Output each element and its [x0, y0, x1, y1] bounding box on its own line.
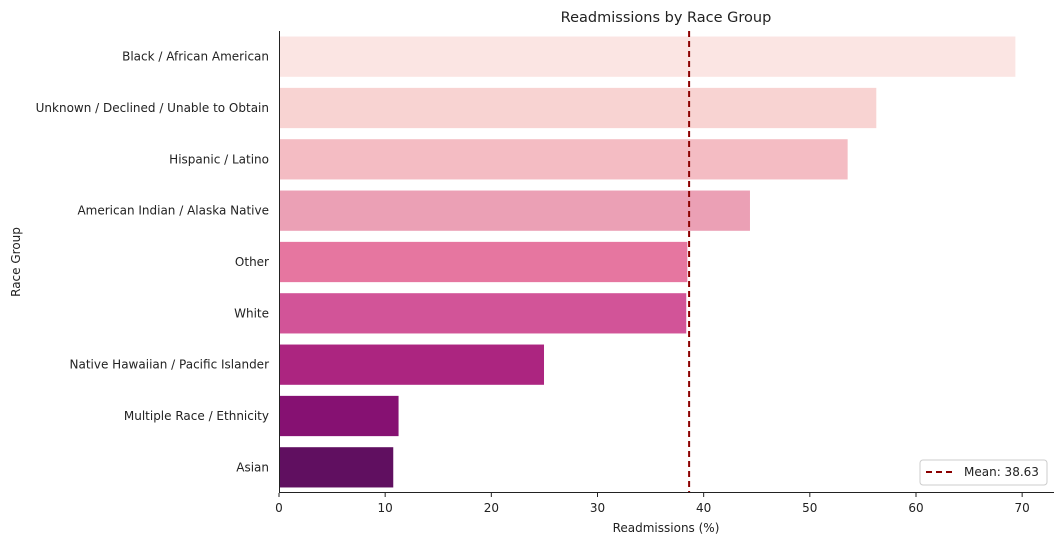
- y-tick-label: American Indian / Alaska Native: [77, 204, 269, 218]
- bar: [278, 35, 1017, 78]
- y-tick-labels: Black / African American Unknown / Declin…: [36, 50, 269, 475]
- x-tick-label: 50: [802, 501, 817, 515]
- legend-mean-label: Mean: 38.63: [964, 465, 1039, 479]
- x-tick-label: 60: [908, 501, 923, 515]
- y-axis-label: Race Group: [9, 227, 23, 297]
- y-tick-label: White: [234, 306, 269, 320]
- y-tick-label: Hispanic / Latino: [169, 152, 269, 166]
- y-tick-label: Black / African American: [122, 50, 269, 64]
- y-tick-label: Multiple Race / Ethnicity: [124, 409, 269, 423]
- x-tick-label: 70: [1015, 501, 1030, 515]
- y-tick-label: Unknown / Declined / Unable to Obtain: [36, 101, 269, 115]
- y-tick-label: Asian: [236, 460, 269, 474]
- bar: [278, 189, 751, 232]
- x-tick-label: 20: [484, 501, 499, 515]
- y-tick-label: Native Hawaiian / Pacific Islander: [70, 358, 270, 372]
- bars-group: [278, 35, 1017, 489]
- x-ticks: 0 10 20 30 40 50 60 70: [275, 493, 1030, 515]
- chart-title: Readmissions by Race Group: [561, 10, 772, 26]
- legend-box: [919, 459, 1048, 486]
- bar: [278, 343, 545, 386]
- bar: [278, 395, 400, 437]
- x-tick-label: 10: [378, 501, 393, 515]
- bar: [278, 292, 688, 335]
- y-tick-label: Other: [235, 255, 269, 269]
- x-tick-label: 40: [696, 501, 711, 515]
- bar: [278, 446, 395, 489]
- x-axis-label: Readmissions (%): [613, 521, 720, 535]
- bar: [278, 241, 689, 283]
- legend: Mean: 38.63: [919, 459, 1048, 486]
- bar: [278, 87, 878, 129]
- bar: [278, 138, 849, 181]
- x-tick-label: 30: [590, 501, 605, 515]
- x-tick-label: 0: [275, 501, 283, 515]
